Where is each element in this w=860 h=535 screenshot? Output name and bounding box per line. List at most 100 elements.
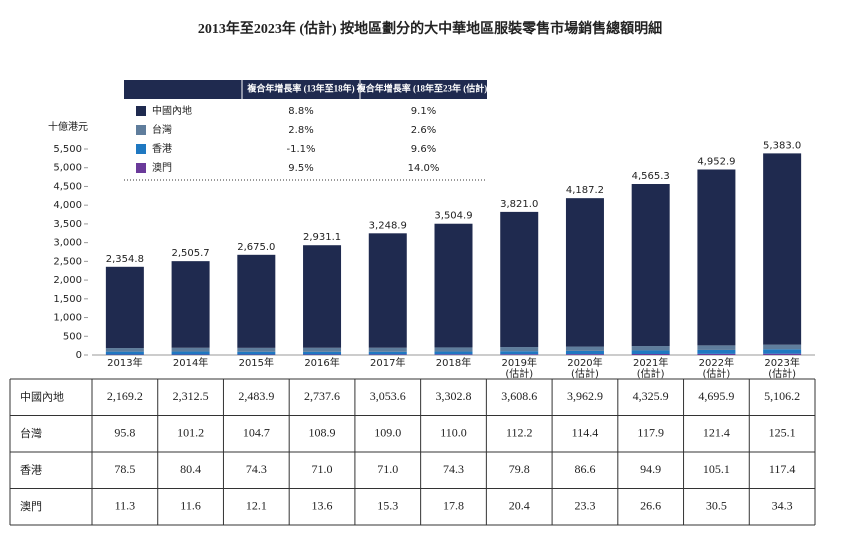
cagr-value: 9.1%	[411, 106, 436, 117]
legend-swatch	[136, 106, 146, 116]
bar-segment	[697, 349, 736, 354]
table-cell: 5,106.2	[764, 389, 800, 403]
bar-segment	[303, 351, 342, 355]
table-cell: 17.8	[443, 499, 464, 513]
bar-segment	[434, 354, 473, 355]
bar-segment	[434, 223, 473, 348]
table-cell: 3,302.8	[436, 389, 472, 403]
bar-segment	[237, 351, 276, 355]
bar-segment	[237, 347, 276, 352]
y-tick-label: 3,000	[53, 238, 82, 249]
table-cell: 34.3	[772, 499, 793, 513]
table-cell: 125.1	[769, 426, 796, 440]
legend-label: 澳門	[152, 161, 172, 174]
legend-label: 香港	[152, 143, 172, 155]
total-label: 2,354.8	[106, 254, 144, 265]
total-label: 3,821.0	[500, 199, 538, 210]
bar-segment	[368, 347, 407, 352]
y-tick-label: 0	[76, 350, 82, 361]
table-cell: 2,737.6	[304, 389, 340, 403]
table-cell: 15.3	[377, 499, 398, 513]
total-label: 5,383.0	[763, 140, 801, 151]
legend-swatch	[136, 125, 146, 135]
y-tick-label: 4,000	[53, 200, 82, 211]
x-tick-label: 2013年	[107, 356, 142, 369]
cagr-value: 8.8%	[288, 106, 313, 117]
bar-segment	[631, 184, 670, 347]
table-cell: 4,695.9	[698, 389, 734, 403]
y-tick-label: 500	[63, 331, 82, 342]
legend-label: 中國內地	[152, 104, 192, 117]
total-label: 4,565.3	[632, 171, 670, 182]
table-cell: 108.9	[309, 426, 336, 440]
bar-segment	[105, 351, 144, 355]
bar-segment	[697, 169, 736, 346]
table-cell: 117.9	[637, 426, 664, 440]
table-cell: 114.4	[572, 426, 599, 440]
bar-segment	[368, 354, 407, 355]
x-tick-label: 2022年(估計)	[699, 356, 734, 380]
table-cell: 74.3	[443, 462, 464, 476]
total-label: 3,504.9	[434, 211, 472, 222]
table-cell: 11.6	[180, 499, 201, 513]
y-tick-label: 1,000	[53, 313, 82, 324]
legend-header-text: 複合年增長率 (18年至23年 (估計))	[356, 83, 491, 94]
x-tick-label: 2021年(估計)	[633, 356, 668, 380]
table-cell: 86.6	[574, 462, 595, 476]
cagr-value: 2.8%	[288, 125, 313, 136]
cagr-value: 2.6%	[411, 125, 436, 136]
table-cell: 110.0	[440, 426, 467, 440]
table-cell: 4,325.9	[633, 389, 669, 403]
x-tick-label: 2015年	[239, 356, 274, 369]
table-cell: 71.0	[312, 462, 333, 476]
y-tick-label: 3,500	[53, 219, 82, 230]
y-tick-label: 2,500	[53, 256, 82, 267]
bar-segment	[763, 153, 802, 345]
total-label: 4,187.2	[566, 185, 604, 196]
table-cell: 2,483.9	[238, 389, 274, 403]
legend-label: 台灣	[152, 123, 172, 136]
table-cell: 20.4	[509, 499, 530, 513]
legend-header	[124, 80, 487, 99]
bar-segment	[105, 266, 144, 349]
cagr-value: 9.5%	[288, 163, 313, 174]
table-cell: 117.4	[769, 462, 796, 476]
legend-header-text: 複合年增長率 (13年至18年)	[246, 83, 354, 94]
bar-segment	[434, 351, 473, 355]
bar-segment	[500, 211, 539, 348]
bar-segment	[500, 351, 539, 355]
bar-segment	[565, 354, 604, 355]
x-tick-label: 2017年	[370, 356, 405, 369]
total-label: 2,505.7	[172, 248, 210, 259]
x-tick-label: 2023年(估計)	[764, 356, 799, 380]
total-label: 4,952.9	[697, 156, 735, 167]
table-cell: 80.4	[180, 462, 201, 476]
bar-segment	[565, 346, 604, 351]
bar-segment	[171, 351, 210, 355]
table-cell: 94.9	[640, 462, 661, 476]
table-cell: 12.1	[246, 499, 267, 513]
table-cell: 105.1	[703, 462, 730, 476]
bar-segment	[434, 347, 473, 352]
bar-segment	[565, 350, 604, 355]
bar-segment	[105, 348, 144, 352]
bar-segment	[697, 353, 736, 355]
legend-swatch	[136, 144, 146, 154]
bar-segment	[171, 347, 210, 352]
bar-segment	[697, 345, 736, 350]
bar-segment	[368, 233, 407, 348]
table-cell: 121.4	[703, 426, 730, 440]
x-tick-label: 2014年	[173, 356, 208, 369]
table-cell: 23.3	[574, 499, 595, 513]
table-row-label: 澳門	[20, 500, 42, 513]
bar-segment	[171, 261, 210, 348]
table-cell: 3,053.6	[370, 389, 406, 403]
table-cell: 71.0	[377, 462, 398, 476]
table-cell: 3,962.9	[567, 389, 603, 403]
y-axis-label: 十億港元	[48, 120, 88, 133]
bar-segment	[631, 346, 670, 351]
legend-swatch	[136, 163, 146, 173]
bar-segment	[763, 349, 802, 354]
table-cell: 30.5	[706, 499, 727, 513]
